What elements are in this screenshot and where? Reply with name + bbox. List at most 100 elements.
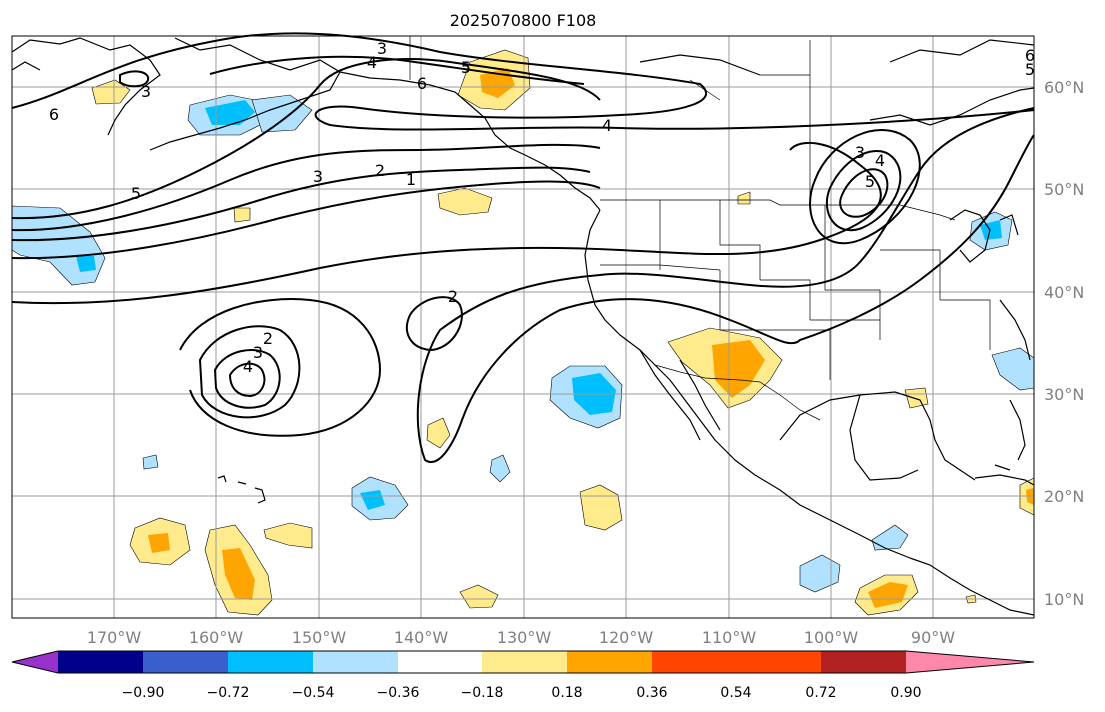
coastlines: [11, 37, 1035, 616]
coastline: [974, 464, 1035, 486]
latitude-label: 60°N: [1044, 78, 1084, 97]
contour-line: [825, 149, 902, 231]
latitude-label: 30°N: [1044, 385, 1084, 404]
contour-label: 3: [141, 82, 151, 101]
colorbar-segment: [821, 651, 906, 673]
latitude-label: 20°N: [1044, 487, 1084, 506]
contour-label: 5: [1025, 60, 1035, 79]
contour-line: [11, 58, 601, 220]
coastline: [949, 209, 1019, 263]
map-title: 2025070800 F108: [450, 11, 597, 30]
coastline: [999, 299, 1031, 461]
contour-label: 3: [313, 167, 323, 186]
coastline: [909, 557, 1035, 616]
longitude-label: 100°W: [804, 628, 859, 647]
longitude-label: 90°W: [911, 628, 955, 647]
anomaly-negative: [142, 454, 159, 470]
contour-label: 1: [406, 170, 416, 189]
contour-line: [405, 296, 463, 352]
contour-label: 3: [855, 143, 865, 162]
anomaly-positive: [263, 522, 313, 549]
contour-line: [11, 166, 591, 242]
colorbar-tick-label: 0.90: [890, 685, 921, 701]
colorbar-segment: [652, 651, 736, 673]
longitude-axis: 170°W 160°W 150°W 140°W 130°W 120°W 110°…: [87, 628, 955, 647]
contour-line: [839, 168, 889, 218]
shaded-anomalies: [11, 49, 1035, 616]
colorbar-segment: [736, 651, 821, 673]
anomaly-negative-strong: [980, 220, 1002, 240]
contour-label: 4: [243, 357, 253, 376]
coastline: [339, 71, 601, 211]
contour-line: [213, 349, 281, 409]
contour-line: [11, 32, 1035, 131]
contour-label: 5: [461, 58, 471, 77]
contour-label: 3: [253, 343, 263, 362]
anomaly-positive-strong: [222, 548, 255, 600]
colorbar-tick-label: −0.54: [292, 685, 335, 701]
colorbar-segment: [567, 651, 652, 673]
contour-line: [11, 141, 882, 305]
anomaly-positive: [426, 417, 451, 449]
contour-line: [209, 55, 585, 85]
anomaly-positive-strong: [868, 582, 908, 608]
gridlines: [12, 36, 1034, 618]
longitude-label: 110°W: [702, 628, 757, 647]
colorbar-extend-low: [12, 651, 58, 673]
colorbar-tick-label: 0.72: [805, 685, 836, 701]
latitude-label: 40°N: [1044, 283, 1084, 302]
anomaly-positive: [904, 387, 929, 409]
coastline: [149, 37, 341, 151]
contour-label: 2: [375, 161, 385, 180]
colorbar-segment: [313, 651, 398, 673]
longitude-label: 170°W: [87, 628, 142, 647]
contour-line: [179, 298, 382, 437]
contour-line: [809, 129, 921, 245]
contours: [11, 32, 1035, 463]
us-mexico-border: [654, 364, 821, 421]
coastline: [584, 209, 911, 559]
contour-label: 5: [131, 184, 141, 203]
colorbar-segment: [58, 651, 143, 673]
anomaly-positive: [737, 191, 751, 205]
longitude-label: 160°W: [189, 628, 244, 647]
anomaly-positive: [233, 207, 251, 223]
anomaly-negative-strong: [76, 256, 96, 272]
contour-line: [11, 180, 601, 260]
anomaly-negative: [489, 454, 511, 483]
contour-line: [11, 143, 601, 232]
anomaly-negative: [251, 94, 313, 133]
colorbar-segment: [143, 651, 228, 673]
anomaly-negative-strong: [205, 100, 255, 125]
latitude-axis: 60°N 50°N 40°N 30°N 20°N 10°N: [1044, 78, 1084, 609]
contour-label: 6: [417, 74, 427, 93]
anomaly-positive-strong: [712, 340, 765, 398]
longitude-label: 130°W: [497, 628, 552, 647]
colorbar-segment: [482, 651, 567, 673]
colorbar-extend-high: [906, 651, 1034, 673]
coastline: [639, 349, 721, 441]
coastline: [11, 37, 161, 136]
contour-label: 6: [1025, 46, 1035, 65]
contour-line: [198, 325, 301, 419]
colorbar-tick-label: −0.36: [377, 685, 420, 701]
contour-line: [119, 70, 150, 88]
contour-labels: 3 4 5 6 3 6 4 5 3 2 1 6 5 2 2 3 4 3 4 5: [49, 39, 1035, 376]
coastline: [217, 475, 266, 504]
contour-label: 3: [377, 39, 387, 58]
contour-line: [228, 362, 266, 398]
anomaly-negative-strong: [360, 490, 385, 510]
contour-label: 2: [448, 287, 458, 306]
colorbar: −0.90 −0.72 −0.54 −0.36 −0.18 0.18 0.36 …: [11, 650, 1035, 701]
anomaly-negative: [799, 554, 841, 593]
colorbar-tick-label: −0.90: [122, 685, 165, 701]
latitude-label: 10°N: [1044, 590, 1084, 609]
anomaly-positive: [459, 584, 499, 609]
colorbar-tick-label: −0.18: [461, 685, 504, 701]
anomaly-positive: [437, 187, 493, 216]
colorbar-segment: [228, 651, 313, 673]
colorbar-tick-label: −0.72: [207, 685, 250, 701]
coastline: [639, 39, 1035, 126]
